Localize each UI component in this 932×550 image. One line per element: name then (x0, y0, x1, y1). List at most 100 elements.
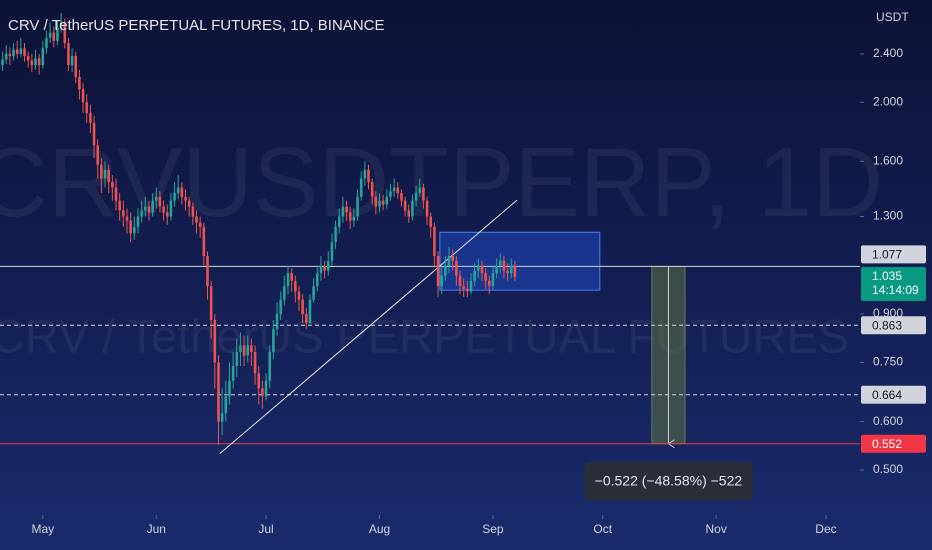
candle-body (491, 273, 495, 287)
candle-body (12, 49, 15, 57)
x-tick-label: Aug (369, 522, 390, 536)
candle-body (67, 43, 70, 66)
candle-body (290, 273, 293, 281)
candle-body (367, 169, 370, 183)
candle-body (78, 76, 81, 90)
candle-body (173, 193, 176, 201)
candle-body (352, 216, 356, 221)
candle-body (253, 352, 257, 374)
candle-body (389, 191, 392, 197)
candle-body (250, 345, 253, 353)
candle-body (257, 373, 261, 389)
range-box (439, 231, 601, 291)
x-tick-label: Oct (593, 522, 612, 536)
candle-body (4, 53, 8, 60)
candle-body (52, 32, 56, 41)
candle-body (125, 216, 129, 221)
candle-body (48, 32, 52, 38)
x-tick-label: Dec (815, 522, 836, 536)
candle-body (451, 256, 454, 261)
candle-body (231, 365, 235, 381)
candle-body (506, 270, 509, 274)
x-tick-label: Jun (147, 522, 166, 536)
candle-body (462, 286, 465, 289)
candle-body (433, 226, 436, 257)
x-tick-label: Sep (482, 522, 504, 536)
candle-body (436, 256, 440, 287)
candle-body (239, 345, 242, 353)
candle-body (341, 206, 345, 217)
candle-body (264, 380, 268, 397)
last-price-box (861, 266, 926, 301)
candle-body (184, 196, 187, 201)
candle-body (334, 226, 337, 243)
watermark: CRV / TetherUS PERPETUAL FUTURES (0, 309, 849, 362)
candle-body (165, 212, 169, 217)
candle-body (411, 200, 414, 217)
candle-body (220, 412, 224, 422)
y-tick-label: 2.000 (873, 94, 903, 108)
candle-body (272, 329, 275, 353)
price-label: 0.664 (872, 388, 902, 402)
y-tick-label: 2.400 (873, 46, 903, 60)
candle-body (92, 122, 96, 146)
candle-body (480, 265, 484, 274)
candle-body (330, 242, 334, 261)
candle-body (279, 299, 282, 315)
price-label: 0.863 (872, 318, 902, 332)
candle-body (458, 275, 462, 287)
candle-body (286, 273, 290, 287)
candle-body (213, 320, 217, 363)
candle-body (305, 314, 308, 324)
candle-body (429, 216, 433, 227)
candle-body (23, 48, 26, 57)
candle-body (337, 216, 341, 227)
candle-body (19, 48, 23, 54)
candle-body (414, 193, 418, 201)
candle-body (283, 286, 286, 300)
candle-body (140, 210, 143, 217)
candle-body (129, 220, 132, 234)
candle-body (261, 388, 264, 397)
candle-body (268, 352, 271, 381)
candle-body (502, 260, 506, 271)
candle-body (444, 265, 447, 276)
candle-body (513, 265, 517, 277)
candle-body (118, 200, 121, 211)
candle-body (107, 169, 110, 183)
candle-body (209, 286, 213, 321)
candle-body (469, 280, 473, 292)
candle-body (374, 196, 378, 207)
y-tick-label: 0.750 (873, 355, 903, 369)
candle-body (56, 27, 59, 41)
candle-body (326, 260, 330, 271)
candle-body (180, 187, 184, 197)
candle-body (15, 49, 19, 54)
candle-body (191, 206, 195, 217)
candle-body (26, 56, 30, 61)
candle-body (100, 164, 103, 179)
candle-body (122, 210, 125, 217)
candle-body (381, 200, 385, 205)
candle-body (235, 352, 239, 366)
candle-body (294, 280, 297, 292)
candle-body (96, 145, 99, 165)
candle-body (202, 226, 206, 257)
candle-body (246, 345, 250, 356)
candle-body (356, 196, 359, 217)
candle-body (41, 48, 45, 66)
y-tick-label: 1.600 (873, 154, 903, 168)
candle-body (198, 222, 202, 227)
candle-body (228, 380, 231, 397)
candle-body (466, 288, 469, 292)
candle-body (70, 56, 74, 66)
candle-body (176, 187, 180, 194)
candle-body (114, 187, 118, 201)
candle-body (34, 58, 37, 66)
candle-body (187, 200, 191, 207)
axis-unit: USDT (876, 10, 909, 24)
candle-body (323, 265, 326, 271)
candle-body (484, 273, 487, 281)
candle-body (345, 206, 348, 213)
